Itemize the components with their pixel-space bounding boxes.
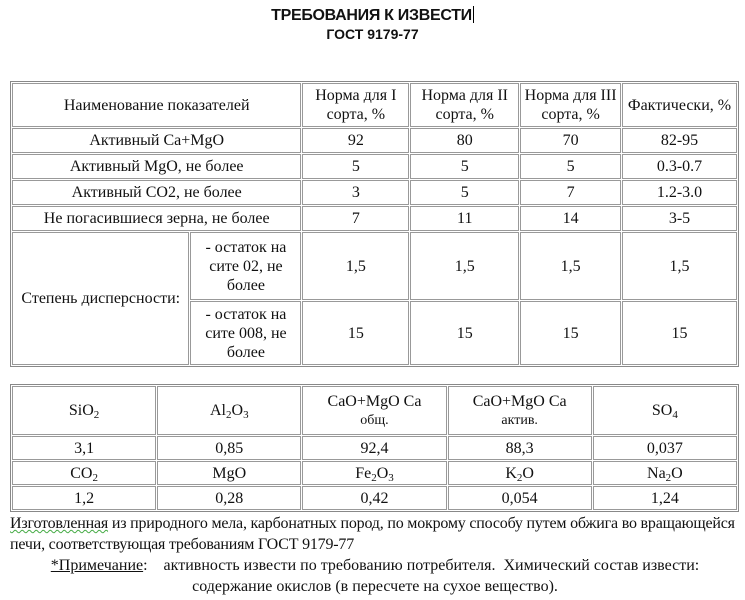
header-cell: Норма для III сорта, % xyxy=(520,83,622,127)
cell: 5 xyxy=(410,154,520,179)
dispersion-label: Степень дисперсности: xyxy=(12,232,190,365)
cell: 5 xyxy=(410,180,520,205)
title-text: ТРЕБОВАНИЯ К ИЗВЕСТИ xyxy=(271,7,472,24)
cell: 0,28 xyxy=(157,486,302,510)
header-cell: CO2 xyxy=(12,461,157,485)
cell: 88,3 xyxy=(447,436,592,460)
table-row: 1,2 0,28 0,42 0,054 1,24 xyxy=(12,486,737,510)
header-cell: CaO+MgO Ca актив. xyxy=(447,386,592,435)
text-cursor xyxy=(472,6,474,23)
cell: 92,4 xyxy=(302,436,447,460)
cell: Активный CO2, не более xyxy=(12,180,302,205)
header-cell: Фактически, % xyxy=(622,83,737,127)
cell: 1,5 xyxy=(302,232,410,300)
cell: 0,054 xyxy=(447,486,592,510)
cell: 70 xyxy=(520,128,622,153)
spellcheck-word: Изготовленная xyxy=(10,515,109,532)
cell: 14 xyxy=(520,206,622,231)
header-cell: Fe2O3 xyxy=(302,461,447,485)
table-row: Активный MgO, не более 5 5 5 0.3-0.7 xyxy=(12,154,737,179)
cell: 1.2-3.0 xyxy=(622,180,737,205)
cell: 7 xyxy=(520,180,622,205)
header-cell: SiO2 xyxy=(12,386,157,435)
note-paragraph: *Примечание: активность извести по требо… xyxy=(50,557,704,595)
cell: Не погасившиеся зерна, не более xyxy=(12,206,302,231)
cell: 3-5 xyxy=(622,206,737,231)
cell: 3 xyxy=(302,180,410,205)
cell: 15 xyxy=(410,301,520,365)
header-cell: Al2O3 xyxy=(157,386,302,435)
cell: Активный MgO, не более xyxy=(12,154,302,179)
cell: 1,2 xyxy=(12,486,157,510)
description-paragraph: Изготовленная из природного мела, карбон… xyxy=(10,515,735,553)
cell: - остаток на сите 008, не более xyxy=(190,301,302,365)
header-cell: Na2O xyxy=(592,461,737,485)
cell: 80 xyxy=(410,128,520,153)
cell: 11 xyxy=(410,206,520,231)
table-row: Степень дисперсности: - остаток на сите … xyxy=(12,232,737,365)
header-cell: SO4 xyxy=(592,386,737,435)
cell: 1,24 xyxy=(592,486,737,510)
cell: 5 xyxy=(520,154,622,179)
table-row: - остаток на сите 008, не более 15 15 15 15 xyxy=(12,301,737,365)
cell: 0,037 xyxy=(592,436,737,460)
cell: 1,5 xyxy=(520,232,622,300)
header-cell: Наименование показателей xyxy=(12,83,302,127)
cell: 0,42 xyxy=(302,486,447,510)
cell: 0,85 xyxy=(157,436,302,460)
cell: 15 xyxy=(302,301,410,365)
composition-table: SiO2 Al2O3 CaO+MgO Ca общ. CaO+MgO Ca акти… xyxy=(10,384,739,512)
cell: 15 xyxy=(520,301,622,365)
document-subtitle: ГОСТ 9179-77 xyxy=(326,26,419,42)
cell: 3,1 xyxy=(12,436,157,460)
header-cell: MgO xyxy=(157,461,302,485)
table-row: Активный Ca+MgO 92 80 70 82-95 xyxy=(12,128,737,153)
cell: 92 xyxy=(302,128,410,153)
cell: 15 xyxy=(622,301,737,365)
table-header-row: Наименование показателей Норма для I сор… xyxy=(12,83,737,127)
header-cell: CaO+MgO Ca общ. xyxy=(302,386,447,435)
cell: 82-95 xyxy=(622,128,737,153)
header-cell: K2O xyxy=(447,461,592,485)
cell: 0.3-0.7 xyxy=(622,154,737,179)
table-row: Активный CO2, не более 3 5 7 1.2-3.0 xyxy=(12,180,737,205)
cell: Активный Ca+MgO xyxy=(12,128,302,153)
header-cell: Норма для II сорта, % xyxy=(410,83,520,127)
table-header-row: SiO2 Al2O3 CaO+MgO Ca общ. CaO+MgO Ca акти… xyxy=(12,386,737,435)
table-row: 3,1 0,85 92,4 88,3 0,037 xyxy=(12,436,737,460)
cell: 1,5 xyxy=(622,232,737,300)
cell: - остаток на сите 02, не более xyxy=(190,232,302,300)
cell: 7 xyxy=(302,206,410,231)
note-label: *Примечание xyxy=(50,557,144,574)
header-cell: Норма для I сорта, % xyxy=(302,83,410,127)
table-row: Не погасившиеся зерна, не более 7 11 14 3-5 xyxy=(12,206,737,231)
requirements-table: Наименование показателей Норма для I сор… xyxy=(10,81,739,367)
cell: 1,5 xyxy=(410,232,520,300)
cell: 5 xyxy=(302,154,410,179)
document-title: ТРЕБОВАНИЯ К ИЗВЕСТИ xyxy=(0,6,745,25)
table-header-row: CO2 MgO Fe2O3 K2O Na2O xyxy=(12,461,737,485)
